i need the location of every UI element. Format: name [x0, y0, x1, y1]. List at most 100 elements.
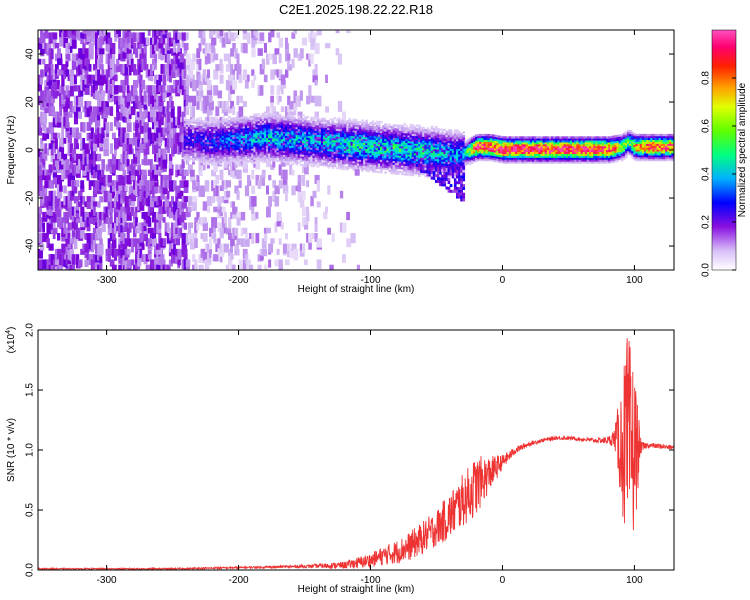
spectrogram-cell [143, 211, 147, 220]
spectrogram-cell [230, 146, 233, 149]
spectrogram-cell [249, 264, 254, 270]
spectrogram-cell [268, 135, 271, 139]
spectrogram-cell [327, 147, 330, 150]
spectrogram-cell [335, 136, 339, 139]
spectrogram-cell [350, 139, 354, 142]
spectrogram-cell [354, 164, 360, 176]
spectrogram-cell [403, 123, 406, 126]
spectrogram-cell [196, 148, 200, 151]
spectrogram-cell [152, 169, 156, 179]
spectrogram-cell [369, 145, 373, 148]
spectrogram-cell [171, 233, 175, 244]
spectrogram-cell [118, 30, 121, 37]
spectrogram-cell [257, 120, 261, 124]
spectrogram-cell [329, 149, 333, 152]
spectrogram-cell [280, 117, 284, 121]
spectrogram-cell [285, 145, 288, 148]
spectrogram-cell [299, 163, 303, 167]
spectrogram-cell [350, 128, 354, 131]
spectrogram-cell [124, 153, 129, 165]
spectrogram-cell [301, 131, 305, 134]
spectrogram-cell [240, 133, 244, 137]
spectrogram-cell [196, 131, 200, 134]
spectrogram-cell [350, 154, 354, 158]
spectrogram-cell [346, 211, 350, 221]
spectrogram-cell [183, 90, 189, 100]
spectrogram-cell [356, 130, 360, 133]
spectrogram-cell [297, 174, 302, 183]
spectrogram-cell [304, 259, 308, 265]
spectrogram-cell [259, 174, 263, 186]
spectrogram-cell [268, 259, 272, 268]
spectrogram-cell [358, 136, 362, 139]
spectrogram-cell [375, 141, 379, 145]
spectrogram-cell [418, 141, 421, 145]
spectrogram-cell [356, 134, 360, 137]
spectrogram-cell [415, 141, 419, 144]
spectrogram-cell [422, 153, 425, 157]
spectrogram-cell [263, 129, 267, 133]
spectrogram-cell [388, 142, 392, 146]
spectrogram-cell [206, 139, 210, 143]
spectrogram-cell [304, 125, 307, 129]
spectrogram-cell [118, 238, 122, 245]
spectrogram-cell [314, 151, 318, 154]
spectrogram-cell [111, 53, 116, 65]
spectrogram-cell [314, 120, 318, 124]
spectrogram-cell [185, 85, 189, 96]
spectrogram-cell [367, 125, 371, 129]
spectrogram-cell [257, 128, 261, 131]
spectrogram-cell [403, 128, 406, 132]
spectrogram-cell [238, 138, 242, 141]
spectrogram-cell [301, 152, 305, 155]
spectrogram-cell [124, 238, 130, 247]
spectrogram-cell [183, 149, 187, 152]
spectrogram-cell [380, 132, 383, 135]
spectrogram-cell [301, 121, 305, 124]
spectrogram-cell [255, 146, 259, 149]
spectrogram-cell [71, 30, 76, 35]
spectrogram-cell [217, 201, 222, 209]
spectrogram-cell [135, 217, 138, 227]
spectrogram-cell [164, 264, 169, 270]
spectrogram-cell [304, 129, 307, 132]
spectrogram-cell [388, 137, 392, 140]
spectrogram-cell [278, 142, 282, 145]
spectrogram-cell [236, 117, 240, 120]
spectrogram-cell [282, 142, 286, 146]
spectrogram-cell [278, 164, 282, 176]
spectrogram-cell [183, 196, 189, 203]
spectrogram-cell [236, 132, 240, 135]
spectrogram-cell [295, 151, 299, 155]
spectrogram-cell [301, 150, 305, 153]
spectrogram-cell [247, 127, 250, 130]
spectrogram-cell [318, 138, 322, 141]
spectrogram-cell [331, 135, 335, 139]
spectrogram-cell [183, 157, 187, 160]
spectrogram-cell [162, 217, 166, 223]
spectrogram-cell [371, 168, 375, 171]
spectrogram-cell [228, 233, 232, 240]
spectrogram-cell [268, 114, 271, 118]
spectrogram-cell [382, 128, 385, 132]
spectrogram-cell [228, 144, 231, 148]
spectrogram-cell [228, 119, 231, 123]
spectrogram-cell [135, 95, 139, 104]
spectrogram-cell [325, 142, 328, 146]
spectrogram-cell [306, 131, 309, 134]
spectrogram-cell [293, 134, 297, 137]
spectrogram-cell [318, 127, 322, 130]
spectrogram-cell [253, 119, 257, 122]
spectrogram-cell [249, 115, 252, 119]
spectrogram-cell [365, 127, 368, 130]
spectrogram-cell [342, 119, 345, 122]
spectrogram-cell [158, 185, 162, 194]
spectrogram-cell [367, 133, 371, 136]
spectrogram-cell [200, 133, 204, 136]
spectrogram-cell [154, 169, 159, 182]
spectrogram-cell [76, 254, 80, 265]
spectrogram-cell [394, 164, 398, 168]
spectrogram-cell [285, 135, 288, 138]
spectrogram-cell [297, 134, 301, 138]
spectrogram-cell [230, 153, 234, 164]
